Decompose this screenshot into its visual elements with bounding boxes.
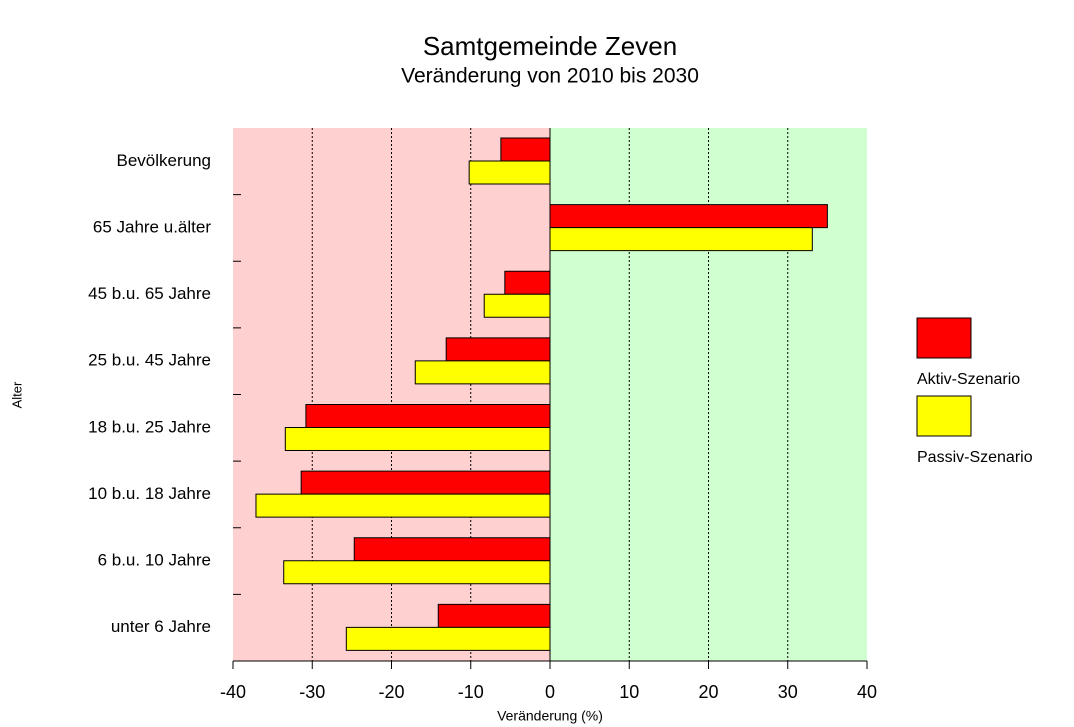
bar bbox=[353, 537, 551, 562]
x-tick-label: 0 bbox=[545, 682, 555, 702]
y-tick-label: 25 b.u. 45 Jahre bbox=[88, 351, 211, 370]
bar bbox=[283, 560, 551, 585]
x-tick-label: -40 bbox=[220, 682, 246, 702]
x-tick-label: 40 bbox=[857, 682, 877, 702]
x-tick-label: -10 bbox=[458, 682, 484, 702]
bar bbox=[500, 137, 551, 162]
y-tick-label: 6 b.u. 10 Jahre bbox=[98, 551, 211, 570]
x-tick-label: 20 bbox=[698, 682, 718, 702]
bar bbox=[284, 427, 551, 451]
bar bbox=[549, 227, 813, 252]
y-tick-label: 65 Jahre u.älter bbox=[93, 217, 211, 236]
chart-subtitle: Veränderung von 2010 bis 2030 bbox=[401, 65, 699, 88]
y-axis-label: Alter bbox=[9, 381, 24, 408]
x-tick-label: -20 bbox=[378, 682, 404, 702]
bar bbox=[345, 626, 551, 651]
chart-title: Samtgemeinde Zeven bbox=[423, 31, 677, 61]
x-tick-label: 10 bbox=[619, 682, 639, 702]
bar bbox=[483, 293, 551, 318]
bar bbox=[300, 470, 551, 495]
legend-label: Passiv-Szenario bbox=[917, 449, 1033, 466]
bar bbox=[437, 603, 551, 628]
bar bbox=[255, 493, 551, 518]
bar bbox=[468, 160, 551, 185]
y-tick-label: 10 b.u. 18 Jahre bbox=[88, 484, 211, 503]
legend-swatch bbox=[916, 317, 972, 359]
y-tick-label: 45 b.u. 65 Jahre bbox=[88, 284, 211, 303]
bar bbox=[504, 270, 551, 295]
x-tick-label: 30 bbox=[778, 682, 798, 702]
x-tick-label: -30 bbox=[299, 682, 325, 702]
y-tick-label: Bevölkerung bbox=[116, 151, 211, 170]
legend-swatch bbox=[916, 395, 972, 437]
legend-label: Aktiv-Szenario bbox=[917, 371, 1020, 388]
bar bbox=[549, 204, 828, 229]
bar bbox=[414, 360, 551, 385]
x-axis-label: Veränderung (%) bbox=[497, 708, 603, 724]
y-tick-label: 18 b.u. 25 Jahre bbox=[88, 417, 211, 436]
bar bbox=[445, 337, 551, 362]
y-tick-label: unter 6 Jahre bbox=[111, 617, 211, 636]
bar bbox=[305, 404, 551, 428]
